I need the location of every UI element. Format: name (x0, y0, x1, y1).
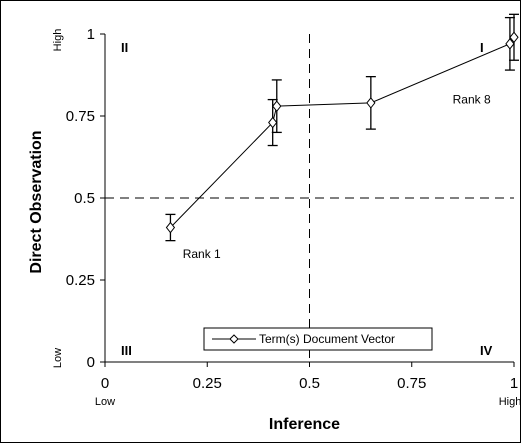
x-low-label: Low (95, 396, 115, 408)
y-low-label: Low (52, 348, 64, 368)
y-high-label: High (52, 29, 64, 52)
x-tick-label: 0.75 (397, 375, 426, 392)
y-tick-label: 1 (87, 26, 95, 43)
reference-lines (105, 34, 514, 362)
diamond-marker (268, 116, 278, 129)
axes: 0 0.25 0.5 0.75 1 0 0.25 0.5 0.75 1 Low High High Low… (28, 26, 521, 433)
legend-label: Term(s) Document Vector (259, 332, 395, 346)
x-axis-title: Inference (269, 416, 340, 433)
x-high-label: High (499, 396, 522, 408)
diamond-marker (272, 100, 282, 112)
x-tick-label: 0.5 (299, 375, 320, 392)
quadrant-label-iii: III (121, 343, 132, 358)
legend-diamond-marker (229, 334, 239, 344)
y-tick-label: 0.25 (66, 272, 95, 289)
quadrant-label-iv: IV (480, 343, 493, 358)
diamond-marker (509, 31, 519, 44)
x-tick-label: 1 (510, 375, 518, 392)
y-tick-label: 0.75 (66, 108, 95, 125)
annotation-label: Rank 1 (183, 247, 221, 261)
x-tick-label: 0 (101, 375, 109, 392)
y-tick-label: 0.5 (74, 190, 95, 207)
y-axis-title: Direct Observation (28, 130, 45, 273)
series-layer (165, 13, 519, 242)
legend: Term(s) Document Vector (203, 327, 433, 351)
diamond-marker (165, 221, 176, 234)
legend-box (203, 327, 433, 351)
annotation-label: Rank 8 (453, 93, 491, 107)
quadrant-label-i: I (480, 40, 484, 55)
y-tick-label: 0 (87, 354, 95, 371)
series-line (170, 37, 515, 228)
diamond-marker (505, 38, 515, 50)
diamond-marker (366, 97, 376, 109)
x-tick-label: 0.25 (193, 375, 222, 392)
quadrant-label-ii: II (121, 40, 128, 55)
